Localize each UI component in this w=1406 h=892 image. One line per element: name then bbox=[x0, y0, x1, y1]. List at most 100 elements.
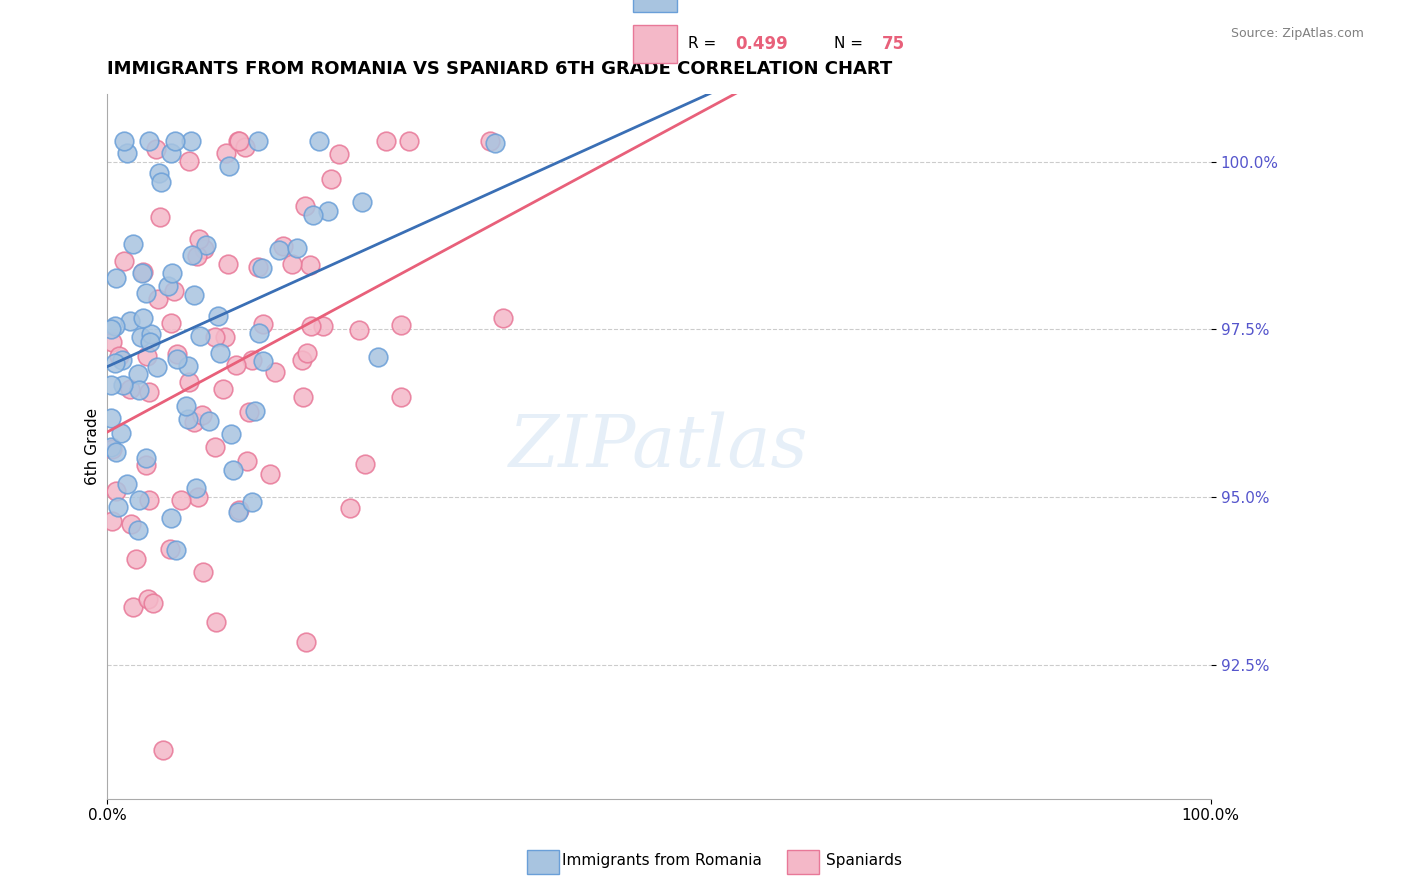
Point bbox=[135, 349, 157, 363]
Point bbox=[204, 330, 226, 344]
Point bbox=[162, 266, 184, 280]
Point bbox=[228, 135, 250, 149]
Point bbox=[354, 457, 377, 471]
Point bbox=[139, 335, 162, 350]
Point bbox=[159, 145, 181, 160]
Point bbox=[328, 147, 350, 161]
Point bbox=[238, 405, 260, 419]
Point bbox=[138, 384, 160, 399]
Point bbox=[252, 317, 274, 331]
Point bbox=[204, 440, 226, 454]
Point bbox=[209, 346, 232, 360]
Point bbox=[247, 326, 270, 340]
Point bbox=[280, 257, 302, 271]
Point bbox=[291, 390, 314, 404]
Text: 0.307: 0.307 bbox=[735, 0, 787, 2]
Point bbox=[115, 477, 138, 491]
Text: 69: 69 bbox=[882, 0, 904, 2]
Point bbox=[118, 314, 141, 328]
Point bbox=[101, 334, 124, 349]
Point bbox=[120, 517, 142, 532]
Point bbox=[112, 135, 135, 149]
Point bbox=[100, 321, 122, 335]
Point bbox=[479, 135, 502, 149]
Point bbox=[135, 458, 157, 473]
Y-axis label: 6th Grade: 6th Grade bbox=[86, 408, 100, 485]
Point bbox=[129, 329, 152, 343]
Point bbox=[205, 615, 228, 629]
Text: ZIPatlas: ZIPatlas bbox=[509, 411, 808, 482]
Text: R =: R = bbox=[688, 36, 721, 51]
Point bbox=[225, 358, 247, 372]
Point bbox=[177, 153, 200, 168]
Point bbox=[122, 599, 145, 614]
Point bbox=[138, 135, 160, 149]
Point bbox=[107, 500, 129, 515]
Point bbox=[484, 136, 506, 150]
Point bbox=[121, 236, 143, 251]
Point bbox=[157, 278, 180, 293]
Point bbox=[115, 145, 138, 160]
Text: 75: 75 bbox=[882, 35, 904, 53]
Point bbox=[142, 596, 165, 610]
Point bbox=[131, 311, 153, 326]
Point bbox=[492, 311, 515, 326]
Point bbox=[316, 203, 339, 218]
Point bbox=[138, 492, 160, 507]
Point bbox=[240, 495, 263, 509]
Point bbox=[177, 359, 200, 373]
Point bbox=[148, 166, 170, 180]
Point bbox=[176, 412, 198, 426]
Point bbox=[152, 743, 174, 757]
Point bbox=[128, 383, 150, 397]
Point bbox=[221, 427, 243, 442]
Point bbox=[375, 135, 398, 149]
Point bbox=[187, 491, 209, 505]
Text: Spaniards: Spaniards bbox=[827, 854, 903, 868]
Text: Immigrants from Romania: Immigrants from Romania bbox=[562, 854, 762, 868]
Point bbox=[183, 415, 205, 429]
Text: N =: N = bbox=[834, 36, 868, 51]
Point bbox=[127, 367, 149, 381]
Point bbox=[321, 172, 343, 186]
Point bbox=[247, 135, 270, 149]
Text: IMMIGRANTS FROM ROMANIA VS SPANIARD 6TH GRADE CORRELATION CHART: IMMIGRANTS FROM ROMANIA VS SPANIARD 6TH … bbox=[107, 60, 893, 78]
Point bbox=[287, 241, 309, 255]
Point bbox=[240, 352, 263, 367]
Point bbox=[134, 286, 156, 301]
Point bbox=[170, 493, 193, 508]
Point bbox=[180, 135, 202, 149]
Text: 0.499: 0.499 bbox=[735, 35, 789, 53]
Point bbox=[198, 414, 221, 428]
Point bbox=[243, 404, 266, 418]
Point bbox=[128, 493, 150, 508]
Point bbox=[104, 271, 127, 285]
Point bbox=[271, 239, 294, 253]
Point bbox=[389, 390, 412, 404]
Point bbox=[267, 244, 290, 258]
Point bbox=[295, 345, 318, 359]
Point bbox=[103, 356, 125, 370]
Point bbox=[191, 408, 214, 422]
Point bbox=[308, 135, 330, 149]
Point bbox=[165, 543, 187, 558]
Point bbox=[235, 453, 257, 467]
Point bbox=[218, 159, 240, 173]
Point bbox=[186, 249, 208, 263]
Point bbox=[301, 319, 323, 334]
Point bbox=[264, 365, 287, 379]
FancyBboxPatch shape bbox=[633, 0, 676, 12]
Point bbox=[226, 135, 249, 149]
Point bbox=[183, 287, 205, 301]
Point bbox=[111, 353, 134, 368]
Point bbox=[222, 463, 245, 477]
Point bbox=[166, 346, 188, 360]
Point bbox=[339, 501, 361, 516]
Point bbox=[141, 327, 163, 342]
Point bbox=[159, 542, 181, 557]
Point bbox=[398, 135, 420, 149]
Point bbox=[135, 451, 157, 466]
Point bbox=[136, 591, 159, 606]
FancyBboxPatch shape bbox=[527, 849, 560, 874]
Point bbox=[207, 309, 229, 323]
